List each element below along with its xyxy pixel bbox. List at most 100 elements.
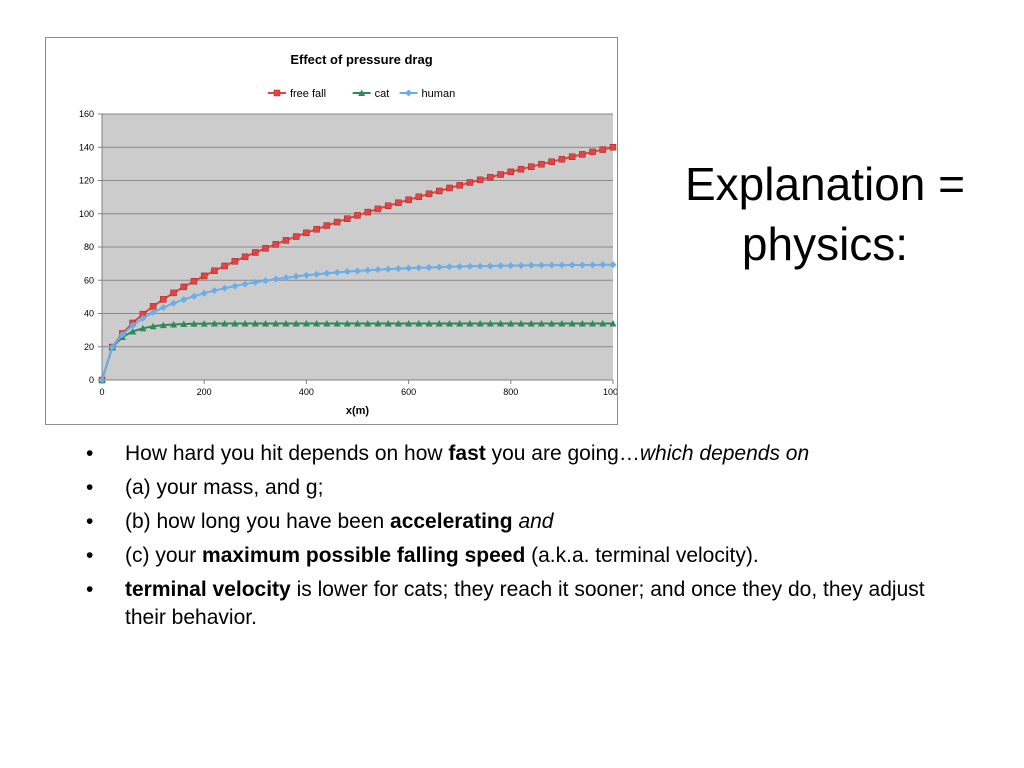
y-tick-label: 0	[89, 375, 94, 385]
data-point	[170, 289, 177, 297]
data-point	[333, 218, 341, 226]
data-point	[344, 215, 351, 222]
data-point	[149, 303, 157, 310]
data-point	[241, 319, 249, 327]
data-point	[282, 237, 290, 244]
x-tick-label: 200	[197, 387, 212, 397]
data-point	[466, 179, 474, 186]
data-point	[497, 262, 505, 270]
data-point	[537, 319, 545, 327]
data-point	[221, 284, 229, 292]
data-point	[241, 280, 249, 288]
bullet-text-run: (b) how long you have been	[125, 510, 391, 533]
y-tick-label: 80	[84, 242, 94, 252]
slide-title: Explanation = physics:	[650, 154, 1000, 274]
data-point	[98, 376, 106, 384]
data-point	[486, 319, 494, 327]
data-point	[445, 319, 453, 327]
data-point	[589, 261, 597, 269]
legend-marker	[273, 89, 281, 97]
data-point	[384, 202, 392, 210]
bullet-text-run: How hard you hit depends on how	[125, 442, 449, 465]
data-point	[241, 253, 249, 261]
data-point	[609, 319, 617, 327]
data-point	[149, 322, 157, 330]
data-point	[405, 196, 412, 204]
data-point	[568, 153, 576, 160]
data-point	[211, 267, 218, 275]
bullet-text-run: and	[518, 510, 554, 533]
data-point	[272, 275, 280, 283]
data-point	[139, 324, 147, 332]
data-point	[486, 262, 494, 270]
data-point	[384, 319, 392, 327]
data-point	[579, 151, 586, 158]
data-point	[497, 319, 505, 327]
x-tick-label: 0	[99, 387, 104, 397]
data-point	[405, 264, 413, 272]
data-point	[190, 277, 198, 285]
data-point	[292, 319, 300, 327]
data-point	[262, 277, 270, 285]
data-point	[548, 319, 556, 327]
data-point	[527, 163, 535, 170]
data-point	[364, 208, 371, 216]
bullet-marker: •	[86, 442, 94, 465]
data-point	[476, 319, 484, 327]
data-point	[231, 282, 239, 290]
data-point	[425, 190, 433, 198]
data-point	[302, 319, 310, 327]
data-point	[568, 319, 576, 327]
data-point	[466, 262, 474, 270]
data-point	[364, 266, 372, 274]
bullet-item: • (a) your mass, and g;	[86, 474, 926, 502]
data-point	[180, 320, 188, 327]
x-tick-label: 400	[299, 387, 314, 397]
data-point	[251, 278, 259, 286]
data-point	[599, 261, 607, 269]
data-point	[323, 269, 331, 277]
bullet-text-run: fast	[448, 442, 486, 465]
data-point	[251, 319, 259, 327]
data-point	[343, 319, 351, 327]
legend-marker	[358, 89, 366, 96]
y-tick-label: 100	[79, 209, 94, 219]
data-point	[262, 319, 270, 327]
data-point	[548, 261, 556, 269]
data-point	[507, 168, 515, 176]
legend-label: free fall	[290, 88, 326, 100]
bullet-marker: •	[86, 544, 94, 567]
data-point	[415, 319, 423, 327]
chart: 0 20 40 60 80 100 120 140 160 0 200 400 600 800 1000 Ef…	[79, 52, 617, 417]
x-tick-label: 600	[401, 387, 416, 397]
bullet-text-run: is lower for cats; they reach it sooner;…	[125, 578, 925, 629]
data-point	[456, 262, 464, 270]
bullet-text-run: (c) your	[125, 544, 203, 567]
series-human	[98, 261, 617, 384]
data-point	[354, 267, 361, 275]
data-point	[303, 229, 310, 237]
data-point	[609, 144, 617, 151]
bullet-text-run: accelerating	[390, 510, 513, 533]
y-tick-label: 40	[84, 309, 94, 319]
data-point	[354, 212, 361, 219]
data-point	[231, 258, 239, 265]
data-point	[313, 225, 320, 233]
data-point	[354, 319, 361, 327]
data-point	[507, 319, 515, 327]
data-point	[129, 321, 137, 329]
data-point	[446, 184, 453, 192]
y-tick-label: 140	[79, 142, 94, 152]
legend: free fall cat human	[267, 88, 455, 100]
data-point	[170, 299, 178, 307]
data-point	[160, 296, 167, 303]
bullet-text-run: (a) your mass, and g;	[125, 476, 324, 499]
data-point	[558, 155, 566, 163]
data-point	[517, 261, 525, 269]
data-point	[272, 319, 280, 327]
data-point	[537, 261, 545, 269]
bullet-text-run: you are going…	[485, 442, 640, 465]
x-tick-label: 800	[503, 387, 518, 397]
data-point	[456, 182, 463, 189]
y-tick-label: 160	[79, 109, 94, 119]
